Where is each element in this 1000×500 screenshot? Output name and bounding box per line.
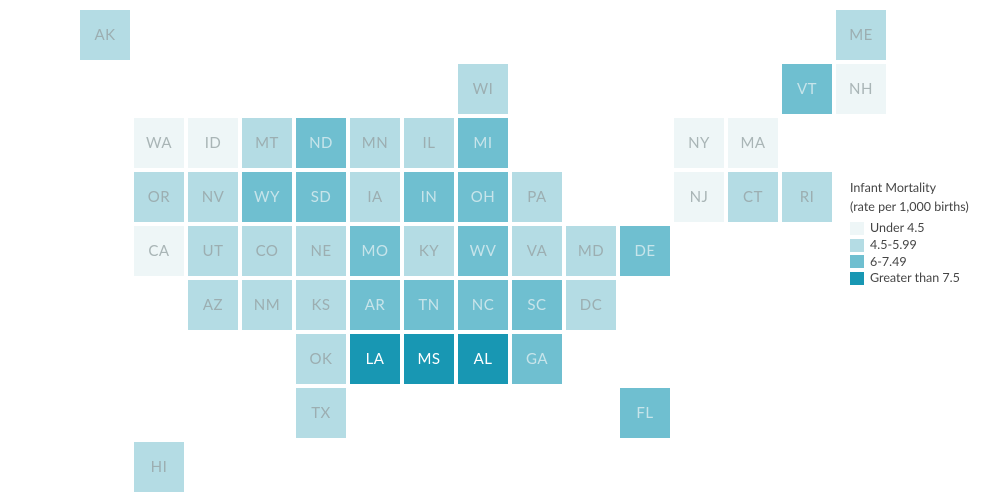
state-tile-mo[interactable]: MO <box>350 226 400 276</box>
state-tile-ct[interactable]: CT <box>728 172 778 222</box>
state-tile-nc[interactable]: NC <box>458 280 508 330</box>
state-tile-ky[interactable]: KY <box>404 226 454 276</box>
legend-item: 4.5-5.99 <box>850 237 969 254</box>
legend-title: Infant Mortality <box>850 180 969 197</box>
state-tile-dc[interactable]: DC <box>566 280 616 330</box>
state-tile-de[interactable]: DE <box>620 226 670 276</box>
state-tile-or[interactable]: OR <box>134 172 184 222</box>
state-tile-ne[interactable]: NE <box>296 226 346 276</box>
legend-item: Under 4.5 <box>850 220 969 237</box>
state-tile-sc[interactable]: SC <box>512 280 562 330</box>
state-tile-ri[interactable]: RI <box>782 172 832 222</box>
state-tile-oh[interactable]: OH <box>458 172 508 222</box>
state-tile-nm[interactable]: NM <box>242 280 292 330</box>
state-tile-nj[interactable]: NJ <box>674 172 724 222</box>
state-tile-ar[interactable]: AR <box>350 280 400 330</box>
state-tile-tx[interactable]: TX <box>296 388 346 438</box>
legend-swatch <box>850 222 864 235</box>
state-tile-ca[interactable]: CA <box>134 226 184 276</box>
state-tile-co[interactable]: CO <box>242 226 292 276</box>
state-tile-me[interactable]: ME <box>836 10 886 60</box>
state-tile-ok[interactable]: OK <box>296 334 346 384</box>
state-tile-wi[interactable]: WI <box>458 64 508 114</box>
state-tile-ny[interactable]: NY <box>674 118 724 168</box>
legend-swatch <box>850 239 864 252</box>
state-tile-sd[interactable]: SD <box>296 172 346 222</box>
state-tile-il[interactable]: IL <box>404 118 454 168</box>
state-tile-al[interactable]: AL <box>458 334 508 384</box>
state-tile-wv[interactable]: WV <box>458 226 508 276</box>
state-tile-nv[interactable]: NV <box>188 172 238 222</box>
state-tile-va[interactable]: VA <box>512 226 562 276</box>
state-tile-md[interactable]: MD <box>566 226 616 276</box>
state-tile-ks[interactable]: KS <box>296 280 346 330</box>
state-tile-nd[interactable]: ND <box>296 118 346 168</box>
state-tile-ut[interactable]: UT <box>188 226 238 276</box>
state-tile-id[interactable]: ID <box>188 118 238 168</box>
legend-label: Greater than 7.5 <box>870 270 960 287</box>
state-tile-in[interactable]: IN <box>404 172 454 222</box>
legend-swatch <box>850 272 864 285</box>
state-tile-wy[interactable]: WY <box>242 172 292 222</box>
state-tile-hi[interactable]: HI <box>134 442 184 492</box>
state-tile-wa[interactable]: WA <box>134 118 184 168</box>
legend-subtitle: (rate per 1,000 births) <box>850 199 969 216</box>
state-tile-tn[interactable]: TN <box>404 280 454 330</box>
legend-item: 6-7.49 <box>850 254 969 271</box>
legend-items: Under 4.54.5-5.996-7.49Greater than 7.5 <box>850 220 969 288</box>
state-tile-vt[interactable]: VT <box>782 64 832 114</box>
state-tile-la[interactable]: LA <box>350 334 400 384</box>
state-tile-ak[interactable]: AK <box>80 10 130 60</box>
state-tile-ga[interactable]: GA <box>512 334 562 384</box>
state-tile-mi[interactable]: MI <box>458 118 508 168</box>
state-tile-nh[interactable]: NH <box>836 64 886 114</box>
state-tile-ms[interactable]: MS <box>404 334 454 384</box>
state-tile-az[interactable]: AZ <box>188 280 238 330</box>
legend-label: 4.5-5.99 <box>870 237 917 254</box>
legend: Infant Mortality (rate per 1,000 births)… <box>850 180 969 287</box>
state-tile-ia[interactable]: IA <box>350 172 400 222</box>
legend-label: Under 4.5 <box>870 220 925 237</box>
state-tile-ma[interactable]: MA <box>728 118 778 168</box>
legend-label: 6-7.49 <box>870 254 907 271</box>
legend-item: Greater than 7.5 <box>850 270 969 287</box>
legend-swatch <box>850 255 864 268</box>
state-tile-mn[interactable]: MN <box>350 118 400 168</box>
state-tile-fl[interactable]: FL <box>620 388 670 438</box>
state-tile-mt[interactable]: MT <box>242 118 292 168</box>
state-tile-pa[interactable]: PA <box>512 172 562 222</box>
